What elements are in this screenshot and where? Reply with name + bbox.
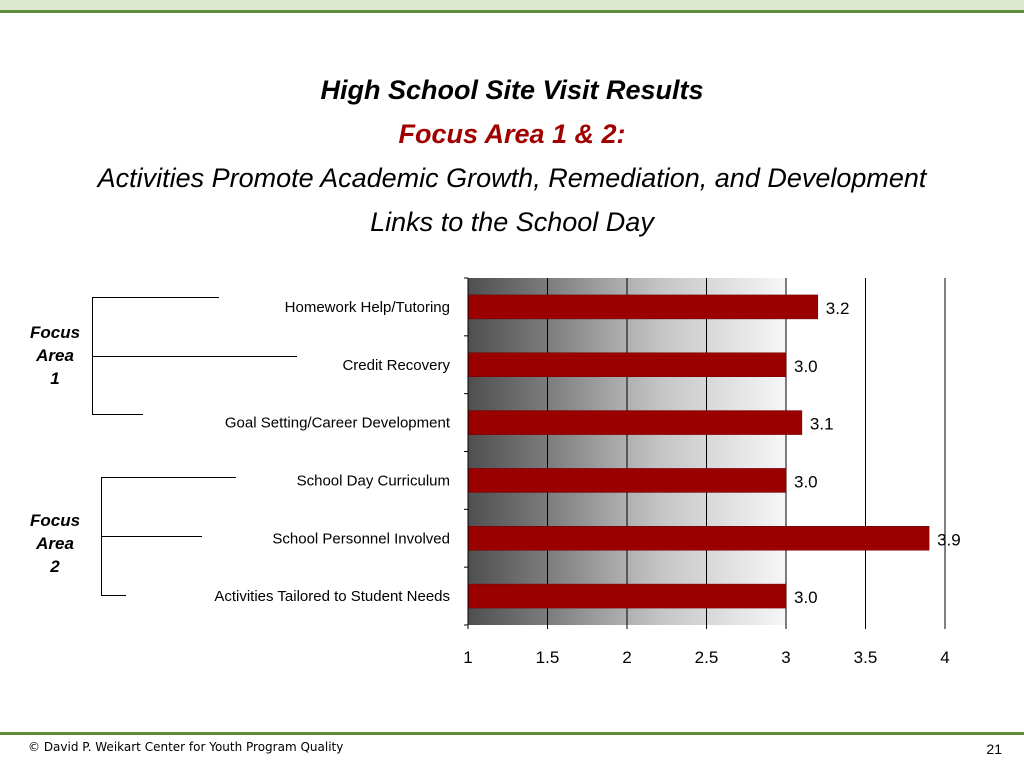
focus-area-1-label: Focus Area 1: [20, 321, 90, 390]
bar-0: [467, 294, 819, 320]
data-labels: 3.2 3.0 3.1 3.0 3.9 3.0: [794, 299, 961, 607]
category-label-0: Homework Help/Tutoring: [285, 299, 450, 316]
title-line-2: Focus Area 1 & 2:: [398, 119, 626, 149]
page-number: 21: [986, 741, 1002, 757]
data-label-0: 3.2: [826, 299, 850, 318]
x-axis: 1 1.5 2 2.5 3 3.5 4: [463, 277, 950, 667]
bar-2: [467, 410, 803, 435]
focus-area-2-line2: Area: [36, 534, 74, 553]
focus-area-1-bracket-top: [92, 297, 219, 298]
slide-title: High School Site Visit Results Focus Are…: [0, 68, 1024, 244]
gridlines: [547, 278, 946, 625]
x-tick-label: 3: [781, 648, 790, 667]
x-tick-label: 4: [940, 648, 949, 667]
x-tick-label: 1: [463, 648, 472, 667]
focus-area-1-line2: Area: [36, 346, 74, 365]
bottom-rule: [0, 732, 1024, 735]
category-label-4: School Personnel Involved: [272, 530, 450, 547]
title-line-3: Activities Promote Academic Growth, Reme…: [97, 163, 927, 193]
category-label-1: Credit Recovery: [342, 357, 450, 374]
focus-area-1-line1: Focus: [29, 323, 81, 342]
bars: [467, 294, 930, 609]
data-label-5: 3.0: [794, 588, 818, 607]
category-label-5: Activities Tailored to Student Needs: [214, 588, 450, 605]
data-label-3: 3.0: [794, 472, 818, 491]
x-tick-label: 2.5: [695, 648, 719, 667]
x-tick-label: 1.5: [536, 648, 560, 667]
focus-area-2-bracket-middle: [101, 536, 202, 537]
category-label-3: School Day Curriculum: [297, 472, 450, 489]
category-label-2: Goal Setting/Career Development: [225, 415, 451, 432]
data-label-2: 3.1: [810, 415, 834, 434]
bar-1: [467, 352, 787, 377]
bar-3: [467, 468, 787, 493]
top-rule-light: [0, 0, 1024, 10]
x-tick-label: 2: [622, 648, 631, 667]
category-labels: Homework Help/Tutoring Credit Recovery Goa…: [214, 299, 451, 605]
data-label-1: 3.0: [794, 357, 818, 376]
focus-area-1-bracket-bottom: [92, 414, 143, 415]
focus-area-2-line1: Focus: [29, 511, 81, 530]
footer-copyright: © David P. Weikart Center for Youth Prog…: [28, 740, 344, 754]
bar-5: [467, 583, 787, 609]
focus-area-2-line3: 2: [50, 557, 60, 576]
focus-area-2-bracket-bottom: [101, 595, 126, 596]
focus-area-1-line3: 1: [50, 369, 60, 388]
bar-chart: 3.2 3.0 3.1 3.0 3.9 3.0 Homework Help/Tutorin…: [214, 277, 961, 667]
x-tick-label: 3.5: [854, 648, 878, 667]
focus-area-1-bracket-middle: [92, 356, 297, 357]
data-label-4: 3.9: [937, 530, 961, 549]
bar-4: [467, 526, 930, 551]
title-line-1: High School Site Visit Results: [320, 75, 704, 105]
focus-area-2-label: Focus Area 2: [20, 509, 90, 578]
focus-area-2-bracket-top: [101, 477, 236, 478]
title-line-4: Links to the School Day: [370, 207, 654, 237]
top-rule: [0, 10, 1024, 13]
